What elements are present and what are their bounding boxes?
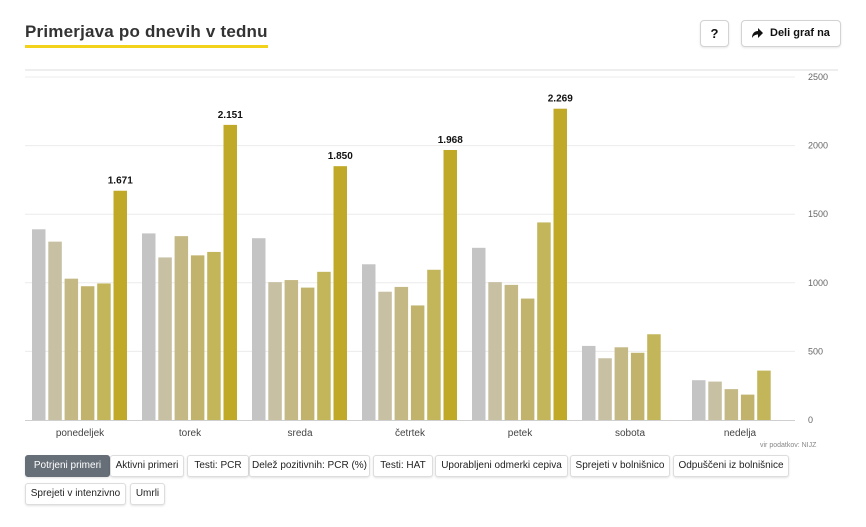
tab-4[interactable]: Delež pozitivnih: PCR (%) [249,455,370,477]
tab-3[interactable]: Testi: PCR [187,455,249,477]
x-tick-label: petek [508,428,533,439]
help-button[interactable]: ? [700,20,729,47]
bar [190,255,205,420]
data-label: 2.151 [218,110,243,121]
bar [582,345,596,420]
bar [252,238,266,420]
bar [488,282,502,420]
bar [32,229,46,420]
bar [692,380,706,420]
data-label: 1.850 [328,151,353,162]
y-tick-label: 1000 [808,278,828,288]
bar [504,284,519,420]
x-tick-label: sobota [615,428,645,439]
bar [740,394,755,420]
bar [598,358,612,420]
bar [142,233,156,420]
data-source: vir podatkov: NIJZ [760,442,817,449]
bar [410,305,425,420]
bar [443,149,457,420]
bar [708,381,722,420]
y-tick-label: 1500 [808,209,828,219]
bar [207,251,221,420]
tab-2[interactable]: Aktivni primeri [110,455,184,477]
bar [317,271,331,420]
bar [158,257,172,420]
tab-5[interactable]: Testi: HAT [373,455,433,477]
chart-title: Primerjava po dnevih v tednu [25,22,268,48]
bar [520,298,535,420]
bar [427,269,441,420]
bar [97,283,111,420]
bar [48,241,62,420]
bar [362,264,376,420]
y-tick-label: 2500 [808,72,828,82]
bar [553,108,567,420]
tab-10[interactable]: Umrli [130,483,165,505]
bar [537,222,551,420]
bar [333,166,347,420]
bar [64,278,79,420]
x-tick-label: nedelja [724,428,757,439]
bar [284,280,299,420]
bar [378,291,392,420]
bar [724,389,739,420]
x-tick-label: torek [179,428,202,439]
x-tick-label: sreda [287,428,312,439]
y-tick-label: 500 [808,346,823,356]
data-label: 1.671 [108,176,133,187]
tab-8[interactable]: Odpuščeni iz bolnišnice [673,455,789,477]
bar-chart: 0 500 1000 1500 2000 2500 1.671 ponedeljek 2.151… [25,69,838,439]
x-tick-label: četrtek [395,428,426,439]
bar [394,286,409,420]
bar [472,247,486,420]
bar [174,236,189,420]
data-label: 2.269 [548,94,573,105]
bar [614,347,629,420]
y-tick-label: 2000 [808,141,828,151]
y-tick-label: 0 [808,415,813,425]
data-label: 1.968 [438,135,463,146]
bar [268,282,282,420]
share-button-label: Deli graf na [770,27,830,39]
bar [223,124,237,420]
tab-9[interactable]: Sprejeti v intenzivno [25,483,126,505]
tab-6[interactable]: Uporabljeni odmerki cepiva [435,455,568,477]
tab-7[interactable]: Sprejeti v bolnišnico [570,455,670,477]
bar [80,286,95,420]
bar [757,370,771,420]
bar [300,287,315,420]
bar [113,190,127,420]
share-icon [752,28,763,38]
tab-1[interactable]: Potrjeni primeri [25,455,110,477]
bar [630,352,645,420]
x-tick-label: ponedeljek [56,428,105,439]
bar [647,334,661,420]
share-button[interactable]: Deli graf na [741,20,841,47]
